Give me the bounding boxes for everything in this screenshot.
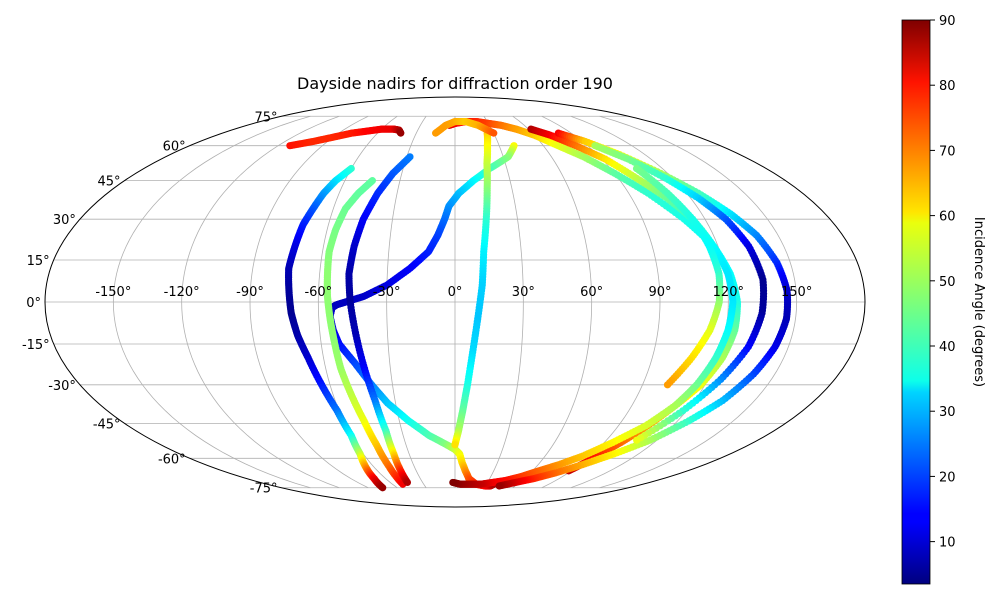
lon-tick-label: 60° xyxy=(580,285,603,300)
data-point xyxy=(451,441,459,449)
lat-tick-label: 45° xyxy=(98,175,121,190)
lat-tick-label: 30° xyxy=(53,213,76,228)
lat-tick-label: -30° xyxy=(48,379,76,394)
lon-tick-label: 0° xyxy=(448,285,463,300)
lon-tick-label: -90° xyxy=(236,285,264,300)
map-frame xyxy=(44,96,866,508)
data-points xyxy=(284,117,792,492)
lat-tick-label: 60° xyxy=(163,140,186,155)
map-grid xyxy=(45,115,865,489)
data-point xyxy=(403,478,412,487)
lon-gridline xyxy=(181,115,340,489)
lon-tick-label: 90° xyxy=(648,285,671,300)
data-point xyxy=(397,129,405,137)
colorbar-tick-label: 20 xyxy=(939,470,956,485)
data-point xyxy=(449,478,457,487)
lon-gridline xyxy=(249,115,369,489)
colorbar-label: Incidence Angle (degrees) xyxy=(971,217,986,387)
colorbar-tick-label: 60 xyxy=(939,210,956,225)
data-point xyxy=(379,484,387,492)
lon-tick-label: -30° xyxy=(373,285,401,300)
lat-tick-label: 0° xyxy=(26,296,41,311)
colorbar: 10 20 30 40 50 60 70 80 90 Incidence Angle (degr… xyxy=(901,14,986,585)
lat-tick-label: -15° xyxy=(22,338,50,353)
lon-gridline xyxy=(483,116,524,488)
data-point xyxy=(490,129,498,137)
colorbar-ticks: 10 20 30 40 50 60 70 80 90 xyxy=(930,14,956,551)
lon-tick-label: -120° xyxy=(164,285,200,300)
lon-gridline xyxy=(599,115,798,489)
lat-tick-label: 75° xyxy=(254,110,277,125)
axis-ticks: -150° -120° -90° -60° -30° 0° 30° 60° 90° 120° 150… xyxy=(22,110,812,496)
lon-gridline xyxy=(386,116,427,488)
data-point xyxy=(663,381,672,389)
lon-tick-label: -60° xyxy=(304,285,332,300)
lon-tick-label: 150° xyxy=(781,285,812,300)
data-point xyxy=(633,436,641,444)
lat-tick-label: -60° xyxy=(158,452,186,467)
map-boundary xyxy=(44,96,866,508)
colorbar-tick-label: 10 xyxy=(939,536,956,551)
colorbar-tick-label: 80 xyxy=(939,79,956,94)
colorbar-tick-label: 30 xyxy=(939,405,956,420)
lon-gridline xyxy=(112,115,311,489)
colorbar-tick-label: 70 xyxy=(939,144,956,159)
colorbar-gradient xyxy=(901,19,931,585)
lat-tick-label: 15° xyxy=(27,254,50,269)
colorbar-tick-label: 40 xyxy=(939,340,956,355)
lon-tick-label: -150° xyxy=(95,285,131,300)
chart-title: Dayside nadirs for diffraction order 190 xyxy=(297,74,613,93)
lon-gridline xyxy=(512,115,593,489)
lat-tick-label: -45° xyxy=(93,417,121,432)
colorbar-tick-label: 50 xyxy=(939,275,956,290)
lon-tick-label: 30° xyxy=(512,285,535,300)
lat-tick-label: -75° xyxy=(250,482,278,497)
colorbar-tick-label: 90 xyxy=(939,14,956,29)
data-point xyxy=(495,482,503,490)
lon-tick-label: 120° xyxy=(713,285,744,300)
